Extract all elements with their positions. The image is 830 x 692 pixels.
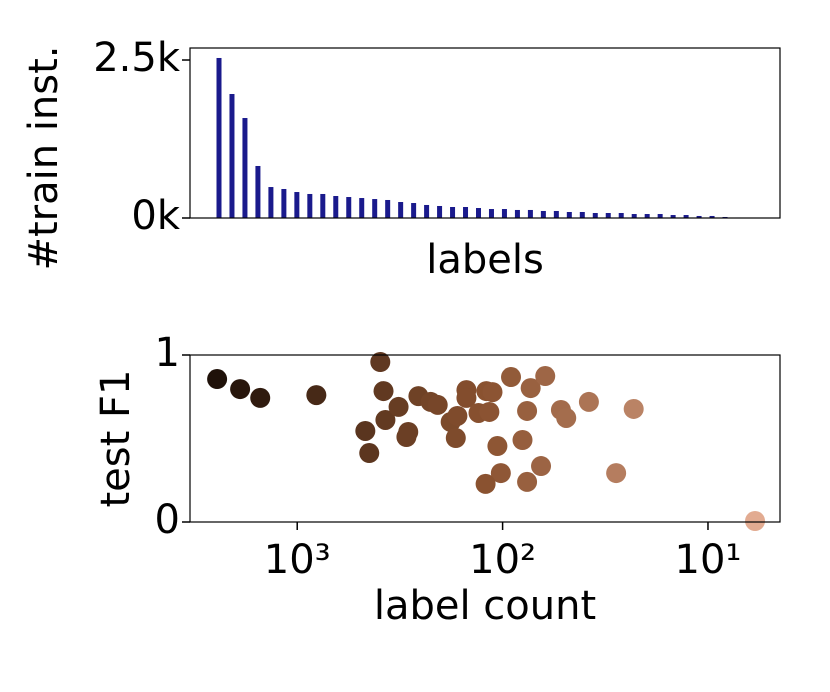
bar <box>268 187 274 218</box>
point <box>520 378 541 399</box>
bar <box>696 215 702 218</box>
bar <box>709 215 715 218</box>
point <box>517 471 538 492</box>
bar <box>488 209 494 218</box>
bar <box>229 94 235 218</box>
bar <box>463 207 469 218</box>
bar <box>476 208 481 218</box>
point <box>475 473 496 494</box>
point <box>487 436 508 457</box>
point <box>482 382 503 403</box>
point <box>578 391 599 412</box>
bar <box>501 209 507 218</box>
x-tick-label: 10³ <box>264 537 331 583</box>
y-axis-label: test F1 <box>93 370 139 508</box>
bar <box>683 215 689 218</box>
point <box>745 510 766 531</box>
point <box>531 456 552 477</box>
point <box>207 369 228 390</box>
point <box>388 396 409 417</box>
bar <box>333 196 339 218</box>
bar <box>424 204 430 218</box>
bar <box>514 209 520 218</box>
x-tick-label: 10¹ <box>675 537 742 583</box>
point <box>445 427 466 448</box>
bar <box>540 210 546 218</box>
point <box>373 381 394 402</box>
bar <box>216 57 222 218</box>
bar <box>398 202 404 218</box>
y-tick-label: 0 <box>155 497 180 543</box>
point <box>359 443 380 464</box>
point <box>490 463 511 484</box>
y-tick-label: 1 <box>155 330 180 376</box>
bar <box>644 214 650 218</box>
bar <box>579 211 585 218</box>
bar <box>592 213 598 218</box>
point <box>535 366 556 387</box>
bar <box>385 199 391 218</box>
point <box>306 385 327 406</box>
bar <box>670 215 676 218</box>
bar <box>631 214 637 218</box>
bar <box>657 214 663 218</box>
x-axis-label: label count <box>374 583 596 629</box>
point <box>370 352 391 373</box>
bar <box>294 192 300 218</box>
point <box>501 367 522 388</box>
point <box>396 426 417 447</box>
axes-frame <box>189 354 781 523</box>
point <box>517 400 538 421</box>
bar <box>527 209 533 218</box>
bar <box>553 210 559 218</box>
point <box>606 463 627 484</box>
bar <box>242 118 248 218</box>
point <box>456 387 477 408</box>
point <box>479 401 500 422</box>
bar <box>307 193 313 218</box>
point <box>556 407 577 428</box>
bar <box>346 197 352 218</box>
y-tick-label: 2.5k <box>93 35 181 81</box>
point <box>230 379 251 400</box>
bar <box>450 207 456 218</box>
bar <box>255 165 261 218</box>
point <box>623 398 644 419</box>
point <box>355 420 376 441</box>
bar <box>281 188 287 218</box>
bar <box>411 203 417 218</box>
x-tick-label: 10² <box>469 537 536 583</box>
bar <box>618 213 624 218</box>
bar <box>372 199 378 218</box>
point <box>512 430 533 451</box>
x-axis-label: labels <box>426 237 544 283</box>
axes-frame <box>189 47 781 219</box>
point <box>447 405 468 426</box>
bar <box>359 198 365 218</box>
point <box>427 394 448 415</box>
point <box>375 409 396 430</box>
bar <box>437 205 443 218</box>
bar <box>320 193 326 218</box>
y-tick-label: 0k <box>131 193 180 239</box>
bar <box>605 213 611 218</box>
point <box>250 387 271 408</box>
y-axis-label: #train inst. <box>21 45 67 270</box>
bar <box>566 211 572 218</box>
